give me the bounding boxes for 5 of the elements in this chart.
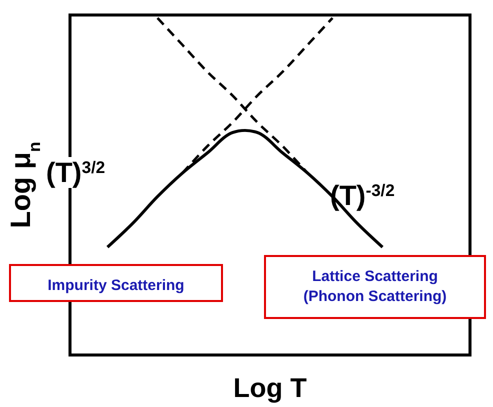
- annotation: (T)$^{-3/2}$: [330, 180, 395, 211]
- annotation: Impurity Scattering: [48, 277, 184, 294]
- x-axis-title: Log T: [233, 373, 308, 403]
- annotation: (T)$^{3/2}$: [46, 157, 106, 188]
- annotation: Lattice Scattering (Phonon Scattering): [303, 268, 447, 305]
